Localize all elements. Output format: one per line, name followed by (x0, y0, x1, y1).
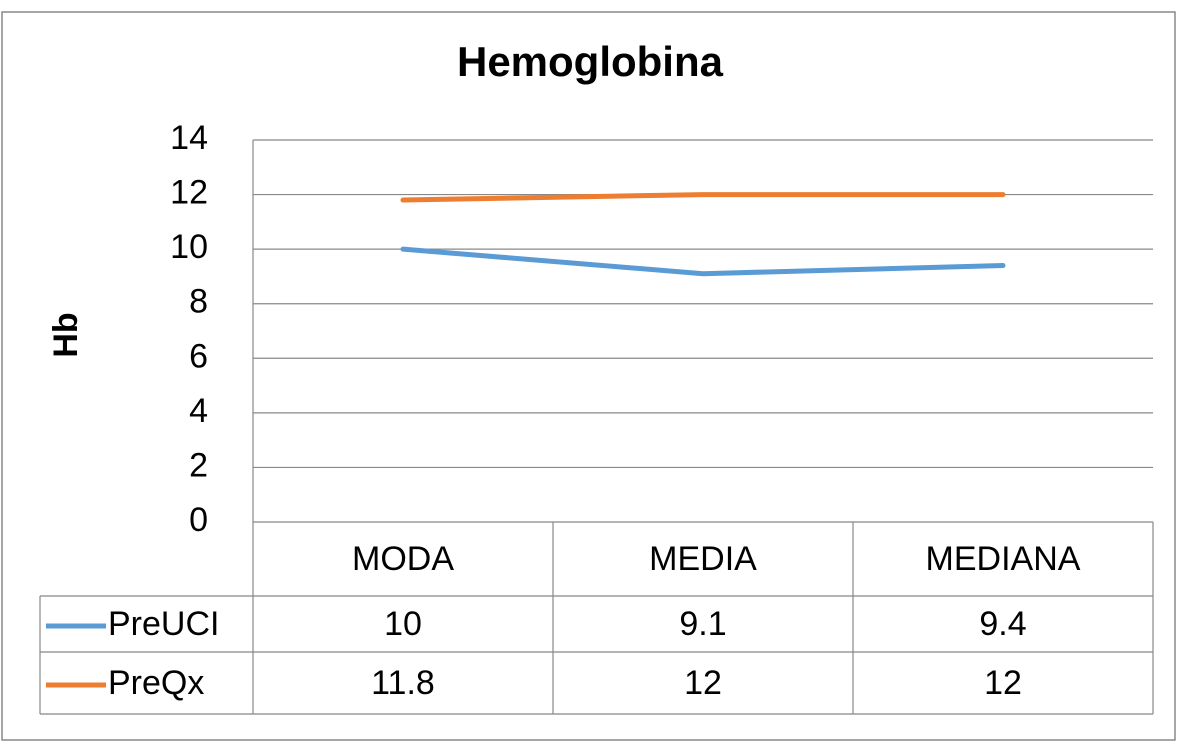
x-tick-label: MEDIA (649, 540, 757, 578)
x-tick-label: MODA (352, 540, 454, 578)
table-value: 9.1 (679, 605, 726, 643)
y-tick-label: 6 (189, 337, 208, 375)
y-tick-label: 4 (189, 392, 208, 430)
chart-title: Hemoglobina (457, 38, 724, 85)
table-value: 11.8 (371, 664, 435, 702)
y-axis-label: Hb (47, 312, 85, 357)
table-value: 9.4 (979, 605, 1026, 643)
legend-label: PreQx (108, 664, 204, 702)
y-tick-label: 12 (170, 174, 208, 212)
table-value: 12 (984, 664, 1022, 702)
y-tick-label: 0 (189, 501, 208, 539)
y-tick-label: 14 (170, 119, 208, 157)
y-tick-label: 8 (189, 283, 208, 321)
series-line (400, 192, 1006, 203)
table-value: 10 (384, 605, 422, 643)
legend-label: PreUCI (108, 605, 219, 643)
x-tick-label: MEDIANA (926, 540, 1081, 578)
series-line (400, 246, 1006, 277)
chart-frame (1, 11, 1176, 741)
table-value: 12 (684, 664, 722, 702)
y-tick-label: 10 (170, 228, 208, 266)
y-tick-label: 2 (189, 446, 208, 484)
